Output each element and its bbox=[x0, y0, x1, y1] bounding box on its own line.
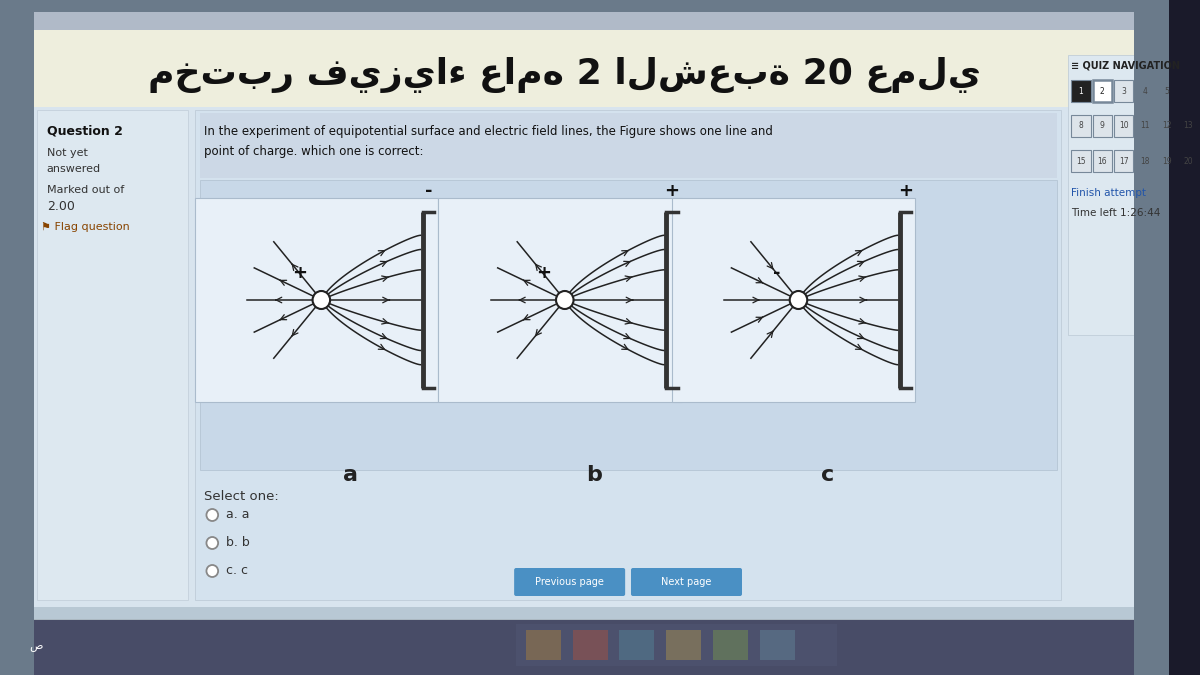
Bar bbox=[194, 110, 1061, 600]
Bar bbox=[1178, 115, 1198, 137]
Text: +: + bbox=[665, 182, 679, 200]
Circle shape bbox=[556, 291, 574, 309]
Bar bbox=[34, 12, 1144, 607]
Bar bbox=[199, 113, 1056, 178]
Text: Marked out of: Marked out of bbox=[47, 185, 124, 195]
Bar bbox=[0, 620, 1169, 675]
Text: c. c: c. c bbox=[226, 564, 248, 578]
Bar bbox=[1072, 80, 1091, 102]
Text: b. b: b. b bbox=[226, 537, 250, 549]
Text: 8: 8 bbox=[1079, 122, 1084, 130]
Text: +: + bbox=[536, 264, 551, 282]
Bar bbox=[194, 198, 438, 402]
Text: a: a bbox=[343, 465, 358, 485]
Bar bbox=[526, 630, 560, 660]
Bar bbox=[619, 630, 654, 660]
Text: In the experiment of equipotential surface and electric field lines, the Figure : In the experiment of equipotential surfa… bbox=[204, 125, 773, 138]
Text: ≡ QUIZ NAVIGATION: ≡ QUIZ NAVIGATION bbox=[1072, 60, 1180, 70]
Text: 2: 2 bbox=[1100, 86, 1105, 95]
Text: Time left 1:26:44: Time left 1:26:44 bbox=[1072, 208, 1160, 218]
Circle shape bbox=[790, 291, 808, 309]
Text: Finish attempt: Finish attempt bbox=[1072, 188, 1146, 198]
FancyBboxPatch shape bbox=[631, 568, 742, 596]
Text: 3: 3 bbox=[1121, 86, 1126, 95]
Bar bbox=[1157, 80, 1176, 102]
Text: a. a: a. a bbox=[226, 508, 250, 522]
Bar bbox=[1135, 115, 1154, 137]
Text: b: b bbox=[586, 465, 602, 485]
Text: 11: 11 bbox=[1140, 122, 1150, 130]
Text: 1: 1 bbox=[1079, 86, 1084, 95]
Bar bbox=[1092, 115, 1112, 137]
Text: 18: 18 bbox=[1140, 157, 1150, 165]
Text: ⚑ Flag question: ⚑ Flag question bbox=[41, 222, 130, 232]
Text: 13: 13 bbox=[1183, 122, 1193, 130]
Text: 17: 17 bbox=[1118, 157, 1128, 165]
Bar bbox=[1135, 80, 1154, 102]
Text: 2.00: 2.00 bbox=[47, 200, 74, 213]
Text: answered: answered bbox=[47, 164, 101, 174]
Text: 20: 20 bbox=[1183, 157, 1193, 165]
Text: ص: ص bbox=[29, 642, 43, 652]
Bar bbox=[1157, 115, 1176, 137]
Bar bbox=[672, 198, 916, 402]
Text: 4: 4 bbox=[1142, 86, 1147, 95]
Text: +: + bbox=[898, 182, 913, 200]
Bar bbox=[0, 0, 1169, 12]
Text: Next page: Next page bbox=[661, 577, 712, 587]
Text: -: - bbox=[773, 264, 781, 282]
Bar bbox=[1072, 115, 1091, 137]
Text: 16: 16 bbox=[1098, 157, 1108, 165]
Text: +: + bbox=[293, 264, 307, 282]
Text: Question 2: Question 2 bbox=[47, 125, 122, 138]
Text: 9: 9 bbox=[1100, 122, 1105, 130]
Bar bbox=[516, 624, 838, 666]
FancyBboxPatch shape bbox=[514, 568, 625, 596]
Circle shape bbox=[312, 291, 330, 309]
Bar bbox=[713, 630, 748, 660]
Bar bbox=[0, 620, 1169, 675]
Bar bbox=[572, 630, 607, 660]
Text: 19: 19 bbox=[1162, 157, 1171, 165]
Bar bbox=[1178, 150, 1198, 172]
Bar bbox=[37, 110, 188, 600]
Circle shape bbox=[206, 509, 218, 521]
Circle shape bbox=[206, 565, 218, 577]
Text: 5: 5 bbox=[1164, 86, 1169, 95]
Text: Not yet: Not yet bbox=[47, 148, 88, 158]
Bar bbox=[1157, 150, 1176, 172]
Bar bbox=[0, 0, 34, 675]
Polygon shape bbox=[29, 10, 1150, 620]
Bar bbox=[1092, 80, 1112, 102]
Text: Select one:: Select one: bbox=[204, 490, 280, 503]
Bar bbox=[1092, 150, 1112, 172]
Text: 12: 12 bbox=[1162, 122, 1171, 130]
Bar bbox=[760, 630, 794, 660]
Bar bbox=[666, 630, 701, 660]
Circle shape bbox=[206, 537, 218, 549]
Bar bbox=[34, 107, 1144, 607]
Text: Previous page: Previous page bbox=[535, 577, 604, 587]
Bar bbox=[1114, 80, 1134, 102]
Bar bbox=[1068, 55, 1195, 335]
Text: point of charge. which one is correct:: point of charge. which one is correct: bbox=[204, 145, 424, 158]
Bar bbox=[1114, 115, 1134, 137]
Bar bbox=[1072, 150, 1091, 172]
Bar bbox=[199, 180, 1056, 470]
Text: -: - bbox=[425, 182, 432, 200]
Text: c: c bbox=[821, 465, 834, 485]
Text: 15: 15 bbox=[1076, 157, 1086, 165]
Bar bbox=[1134, 0, 1169, 675]
Bar bbox=[34, 12, 1144, 107]
Bar bbox=[438, 198, 682, 402]
Bar bbox=[34, 12, 1144, 30]
Bar bbox=[1135, 150, 1154, 172]
Bar bbox=[1114, 150, 1134, 172]
Text: 10: 10 bbox=[1118, 122, 1128, 130]
Text: مختبر فيزياء عامه 2 الشعبة 20 عملي: مختبر فيزياء عامه 2 الشعبة 20 عملي bbox=[149, 57, 982, 93]
